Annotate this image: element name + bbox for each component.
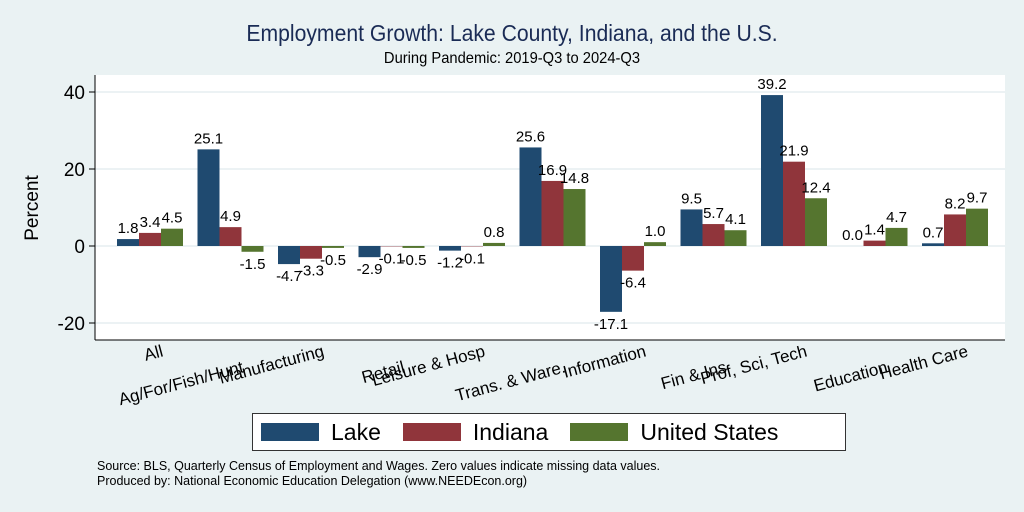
data-label: 0.7 <box>923 224 944 241</box>
bar <box>483 242 505 246</box>
data-label: -2.9 <box>357 261 383 278</box>
bar <box>724 230 747 246</box>
x-tick-label: Trans. & Ware. <box>453 358 567 406</box>
bar <box>680 209 703 246</box>
source-note: Source: BLS, Quarterly Census of Employm… <box>97 459 661 473</box>
bar <box>219 227 242 246</box>
data-label: -4.7 <box>276 268 302 285</box>
data-label: 12.4 <box>801 179 830 196</box>
y-tick-label: -20 <box>58 314 85 335</box>
data-label: -1.5 <box>240 256 266 273</box>
legend-swatch-united-states <box>570 423 629 441</box>
bar <box>761 95 783 246</box>
y-tick-label: 20 <box>64 160 85 181</box>
chart-subtitle: During Pandemic: 2019-Q3 to 2024-Q3 <box>383 50 641 67</box>
legend-swatch-lake <box>261 423 319 441</box>
bar <box>944 214 966 246</box>
data-label: 25.1 <box>194 130 223 147</box>
data-label: 4.5 <box>162 210 183 227</box>
bar <box>402 246 425 248</box>
bar <box>563 189 586 246</box>
y-tick-label: 40 <box>64 83 85 104</box>
data-label: 8.2 <box>945 195 966 212</box>
x-tick-label: Manufacturing <box>217 342 326 388</box>
bar <box>702 224 725 246</box>
bar <box>541 180 564 246</box>
chart-notes: Source: BLS, Quarterly Census of Employm… <box>97 459 660 489</box>
y-axis-ticks: -20 0 20 40 <box>58 83 95 335</box>
bar <box>322 246 344 248</box>
data-label: 4.7 <box>886 209 907 226</box>
bar <box>117 239 139 246</box>
data-label: 3.4 <box>140 214 161 231</box>
bar <box>241 246 264 252</box>
legend-item-lake: Lake <box>261 419 381 446</box>
data-label: -0.1 <box>459 250 485 267</box>
bar <box>197 149 220 246</box>
data-label: 1.4 <box>864 222 885 239</box>
data-label: 4.9 <box>220 208 241 225</box>
bar <box>885 227 908 246</box>
y-tick-label: 0 <box>74 237 85 258</box>
x-tick-label: All <box>142 342 165 365</box>
legend-item-indiana: Indiana <box>402 418 549 446</box>
x-tick-label: Health Care <box>877 342 970 384</box>
legend-label-lake: Lake <box>331 418 381 445</box>
data-labels: 1.8 3.4 4.525.14.9-1.5-4.7-3.3-0.5-2.9-0.1… <box>118 76 988 333</box>
data-label: 14.8 <box>560 170 589 187</box>
data-label: -3.3 <box>298 263 324 280</box>
data-label: 9.7 <box>967 190 988 207</box>
x-tick-label: Information <box>561 342 648 382</box>
bar <box>783 161 805 246</box>
data-label: 39.2 <box>757 76 786 93</box>
x-tick-label: Prof, Sci, Tech <box>699 342 809 389</box>
bars <box>117 95 988 312</box>
data-label: 4.1 <box>725 211 746 228</box>
legend-item-united-states: United States <box>570 419 778 446</box>
data-label: 5.7 <box>703 205 724 222</box>
bar <box>863 240 886 246</box>
data-label: 1.8 <box>118 220 139 237</box>
legend-label-indiana: Indiana <box>472 418 549 445</box>
producer-note: Produced by: National Economic Education… <box>97 474 528 488</box>
legend: Lake Indiana United States <box>252 413 846 451</box>
bar <box>966 208 988 246</box>
bar <box>300 246 322 259</box>
y-axis-label: Percent <box>22 175 43 241</box>
bar <box>278 246 300 265</box>
legend-swatch-indiana <box>402 423 461 441</box>
bar <box>805 198 827 246</box>
bar <box>439 246 461 251</box>
legend-label-united-states: United States <box>640 418 779 445</box>
bar <box>644 242 666 246</box>
data-label: 0.0 <box>842 227 863 244</box>
data-label: 25.6 <box>516 128 545 145</box>
data-label: -0.1 <box>379 250 405 267</box>
bar <box>139 232 161 246</box>
chart-title: Employment Growth: Lake County, Indiana,… <box>246 20 778 46</box>
bar <box>922 243 944 246</box>
data-label: 16.9 <box>538 162 567 179</box>
bar <box>622 246 644 271</box>
data-label: 21.9 <box>779 143 808 160</box>
data-label: -6.4 <box>620 275 646 292</box>
data-label: 0.8 <box>484 224 505 241</box>
data-label: -17.1 <box>594 316 628 333</box>
data-label: 9.5 <box>681 190 702 207</box>
bar <box>161 228 183 246</box>
data-label: 1.0 <box>645 223 666 240</box>
bar <box>519 147 542 246</box>
data-label: -0.5 <box>401 252 427 269</box>
data-label: -0.5 <box>320 252 346 269</box>
bar <box>358 246 381 258</box>
data-label: -1.2 <box>437 255 463 272</box>
x-tick-label: Education <box>812 358 890 396</box>
bar <box>600 246 622 312</box>
